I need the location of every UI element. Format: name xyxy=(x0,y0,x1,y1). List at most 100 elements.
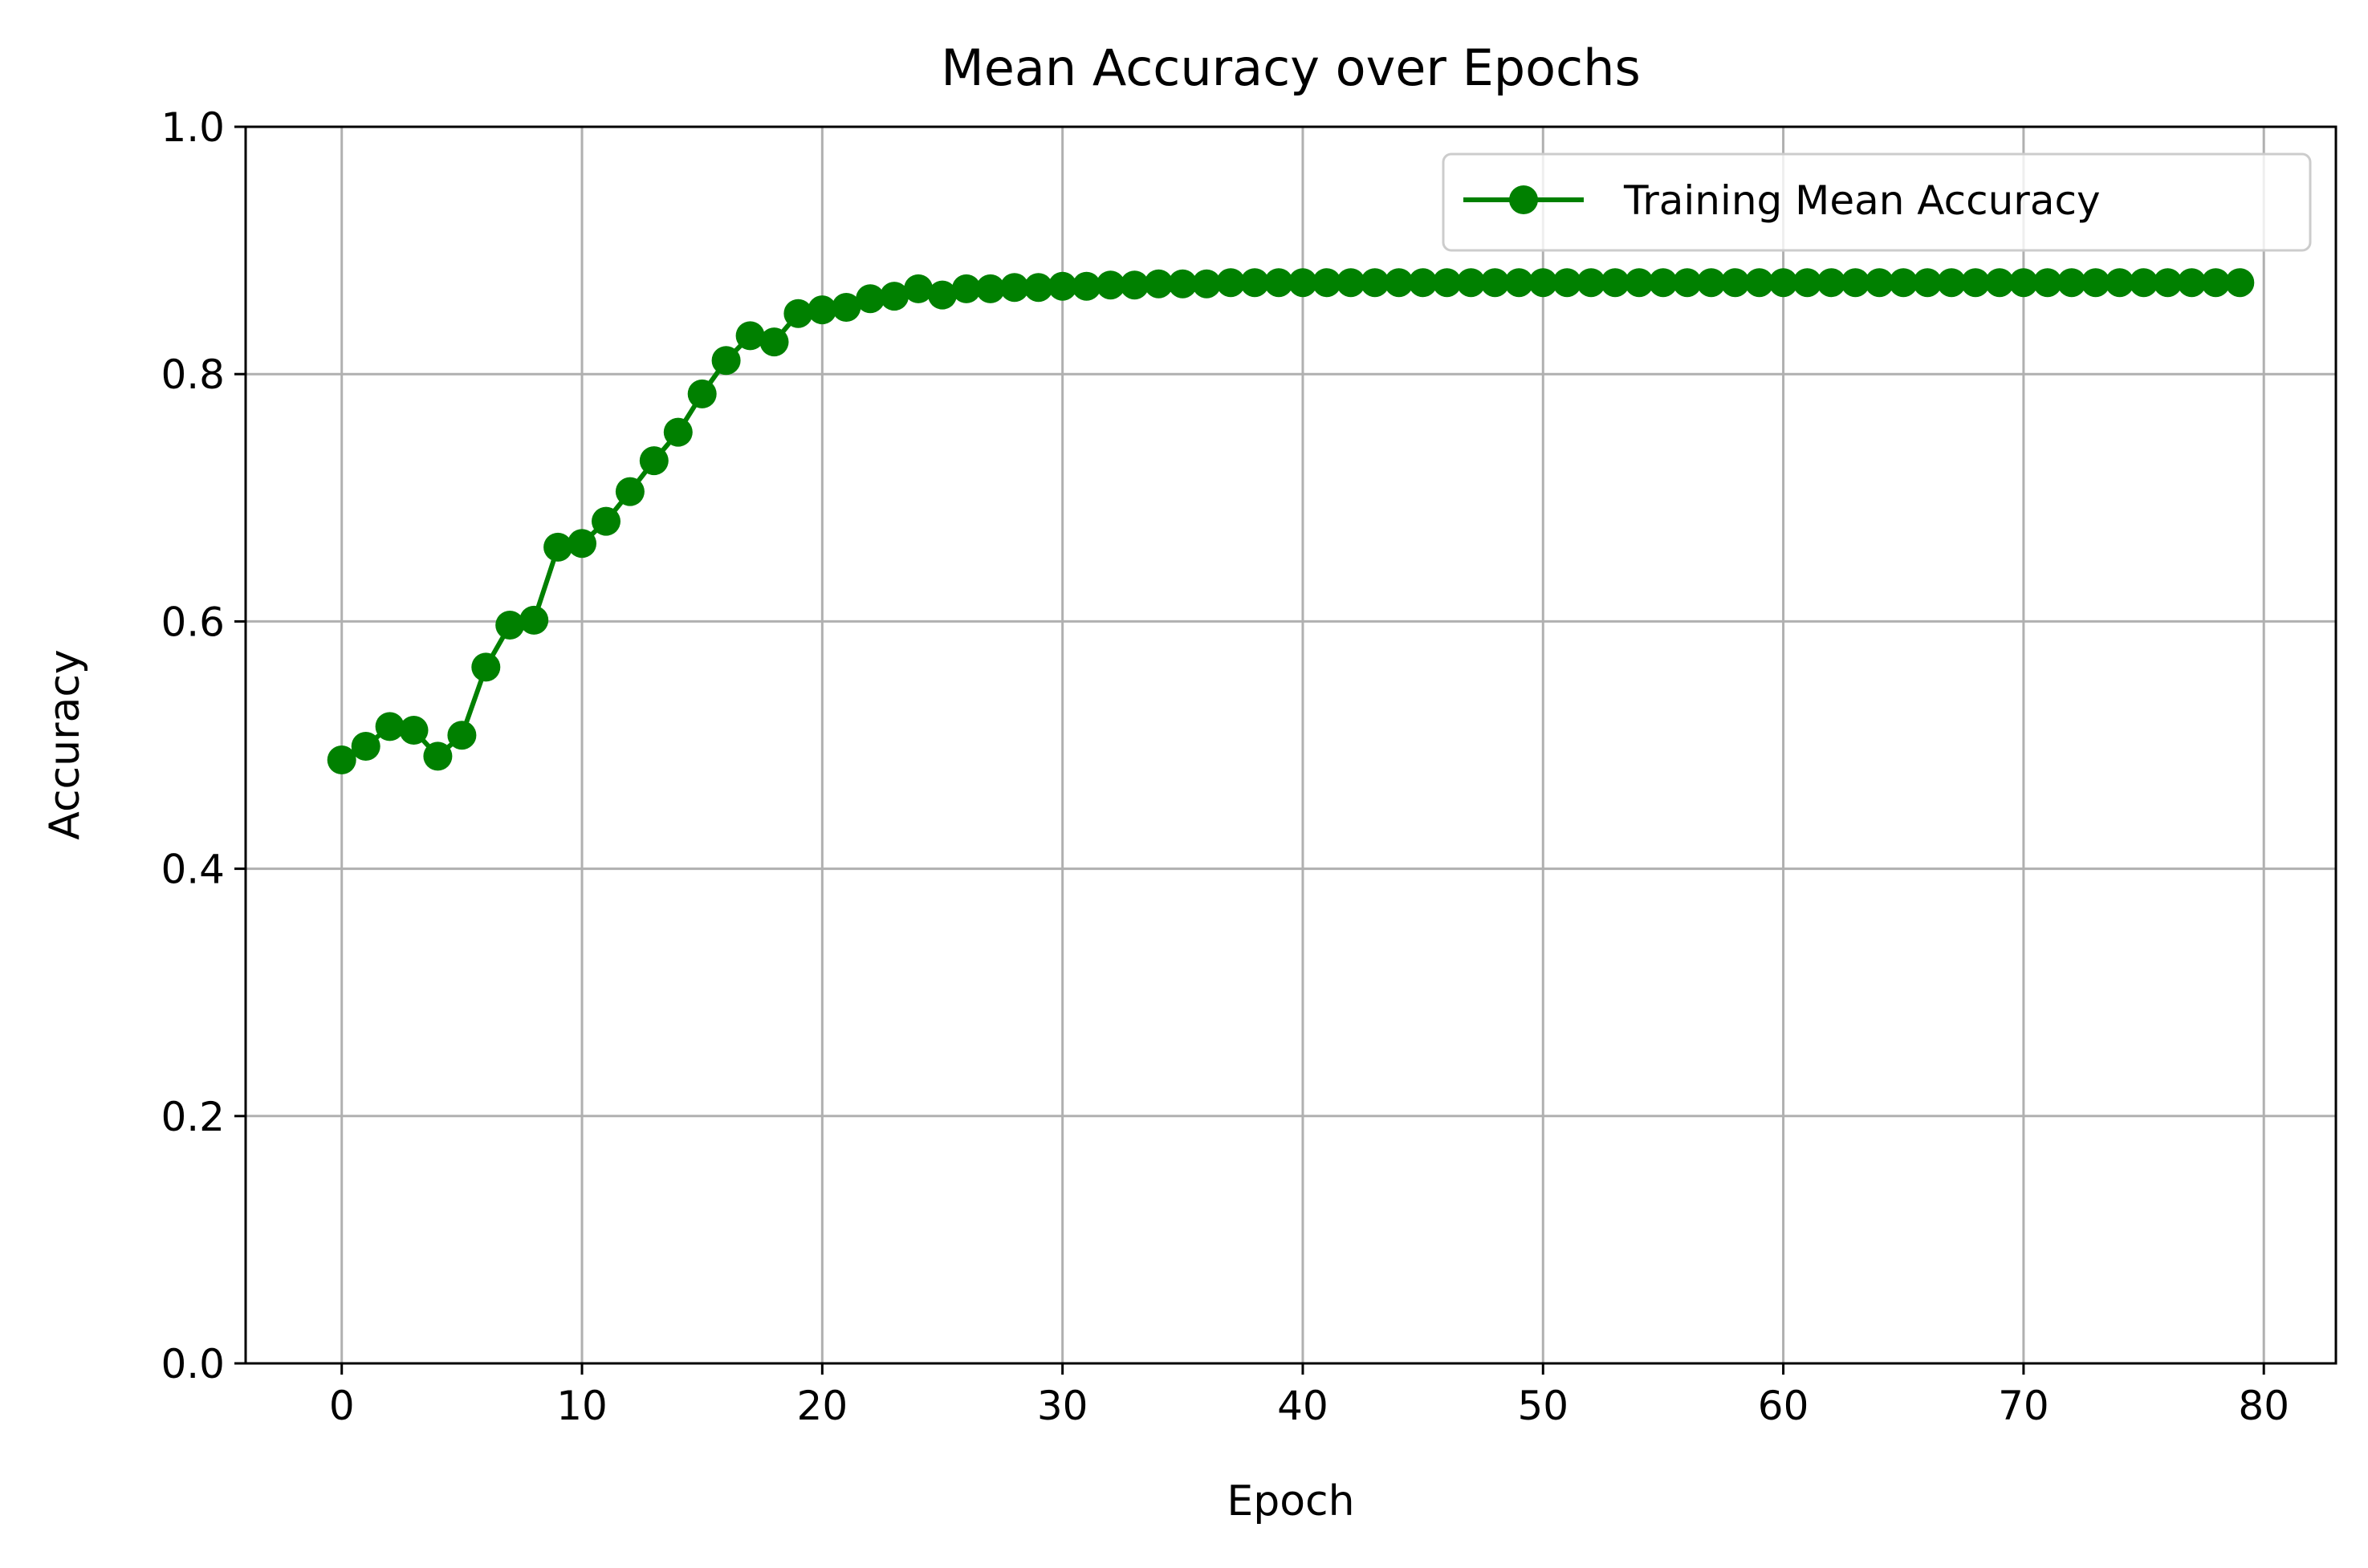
data-point xyxy=(2129,268,2158,298)
data-point xyxy=(1528,268,1558,298)
data-point xyxy=(1817,268,1846,298)
data-point xyxy=(1240,268,1270,298)
legend-box xyxy=(1442,152,2312,252)
data-point xyxy=(1288,268,1317,298)
x-axis-label: Epoch xyxy=(1227,1477,1354,1525)
data-point xyxy=(1937,268,1967,298)
data-point xyxy=(1913,268,1943,298)
data-point xyxy=(1456,268,1486,298)
x-tick-label: 40 xyxy=(1277,1383,1328,1429)
y-axis-label: Accuracy xyxy=(41,649,89,839)
data-point xyxy=(1120,270,1149,300)
data-point xyxy=(1985,268,2014,298)
data-point xyxy=(1048,271,1077,301)
data-point xyxy=(1552,268,1582,298)
data-point xyxy=(1601,268,1630,298)
x-tick-label: 50 xyxy=(1517,1383,1568,1429)
data-point xyxy=(447,721,477,750)
data-point xyxy=(1192,269,1222,299)
data-point xyxy=(1216,268,1246,298)
legend: Training Mean Accuracy xyxy=(1442,152,2312,252)
data-point xyxy=(1144,269,1174,299)
data-point xyxy=(1792,268,1822,298)
data-point xyxy=(880,282,909,311)
data-series xyxy=(327,268,2255,774)
x-tick-label: 60 xyxy=(1758,1383,1809,1429)
data-point xyxy=(1889,268,1918,298)
data-point xyxy=(1480,268,1510,298)
data-point xyxy=(711,346,741,376)
data-point xyxy=(1096,270,1125,300)
data-point xyxy=(1408,268,1438,298)
data-point xyxy=(1023,273,1053,303)
y-tick-label: 0.0 xyxy=(161,1341,225,1387)
data-point xyxy=(1696,268,1726,298)
y-tick-label: 0.8 xyxy=(161,351,225,398)
data-point xyxy=(1168,269,1198,299)
data-point xyxy=(1648,268,1678,298)
data-point xyxy=(375,712,405,741)
data-point xyxy=(1577,268,1606,298)
data-point xyxy=(687,379,717,408)
data-point xyxy=(2057,268,2086,298)
data-point xyxy=(1865,268,1894,298)
data-point xyxy=(1504,268,1534,298)
data-point xyxy=(2225,268,2255,298)
data-point xyxy=(1360,268,1389,298)
data-point xyxy=(1841,268,1870,298)
data-point xyxy=(975,274,1005,303)
data-point xyxy=(1961,268,1990,298)
x-tick-label: 30 xyxy=(1037,1383,1088,1429)
data-point xyxy=(735,321,765,351)
y-tick-label: 0.4 xyxy=(161,847,225,893)
data-point xyxy=(615,477,645,506)
data-point xyxy=(1720,268,1750,298)
data-point xyxy=(856,284,885,314)
x-tick-label: 80 xyxy=(2238,1383,2289,1429)
data-point xyxy=(2153,268,2183,298)
data-point xyxy=(639,446,669,476)
data-point xyxy=(759,327,789,357)
chart-title: Mean Accuracy over Epochs xyxy=(941,39,1641,97)
data-point xyxy=(1672,268,1702,298)
data-point xyxy=(1768,268,1798,298)
data-point xyxy=(832,293,861,322)
data-point xyxy=(808,295,837,325)
data-point xyxy=(351,732,380,761)
data-point xyxy=(1384,268,1414,298)
axis-ticks: 0 10 20 30 40 50 60 70 80 0.0 0.2 0.4 0.6 0.8 1.0 xyxy=(161,104,2289,1429)
legend-marker-swatch xyxy=(1509,185,1538,214)
data-point xyxy=(1336,268,1365,298)
data-point xyxy=(2105,268,2134,298)
data-point xyxy=(1264,268,1293,298)
data-point xyxy=(2081,268,2110,298)
data-point xyxy=(2008,268,2038,298)
y-tick-label: 0.2 xyxy=(161,1094,225,1140)
data-point xyxy=(543,532,573,562)
x-tick-label: 10 xyxy=(556,1383,608,1429)
data-point xyxy=(423,741,453,771)
data-point xyxy=(495,611,525,640)
data-point xyxy=(1432,268,1462,298)
data-point xyxy=(2201,268,2231,298)
data-point xyxy=(783,299,813,328)
data-point xyxy=(327,745,356,774)
data-point xyxy=(2177,268,2207,298)
data-point xyxy=(568,529,596,559)
data-point xyxy=(663,417,693,447)
data-point xyxy=(519,605,549,635)
y-tick-label: 0.6 xyxy=(161,599,225,645)
data-point xyxy=(399,716,429,745)
data-point xyxy=(592,506,620,536)
data-point xyxy=(928,280,957,310)
data-point xyxy=(1072,271,1101,301)
data-point xyxy=(2032,268,2062,298)
x-tick-label: 20 xyxy=(797,1383,848,1429)
data-point xyxy=(999,273,1029,303)
data-point xyxy=(1312,268,1341,298)
data-point xyxy=(1625,268,1654,298)
plot-area-frame xyxy=(244,125,2337,1365)
